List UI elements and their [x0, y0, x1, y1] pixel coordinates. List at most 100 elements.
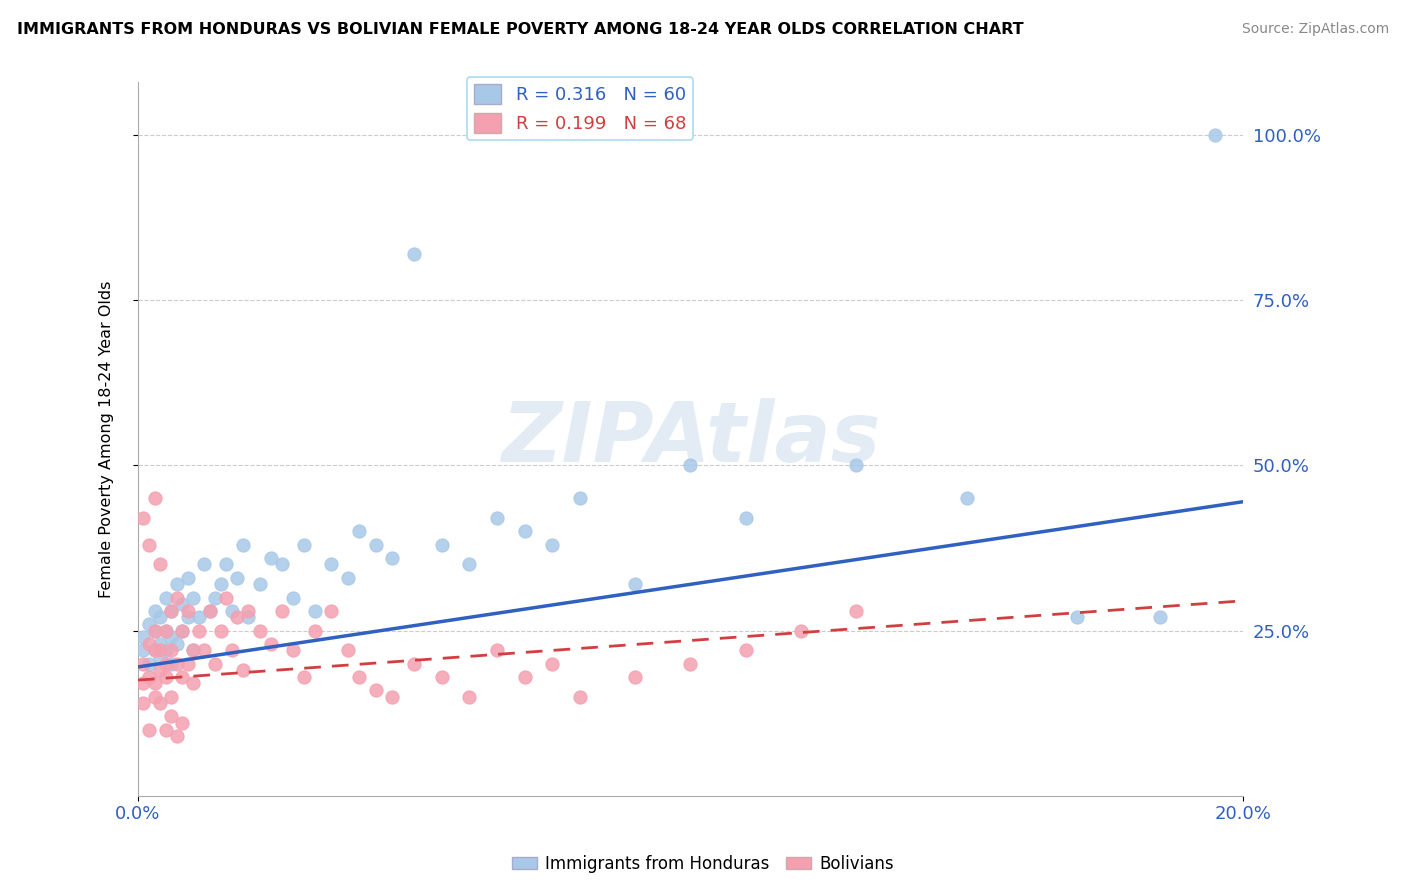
Point — [166, 591, 188, 605]
Point — [956, 491, 979, 506]
Point — [458, 690, 481, 704]
Point — [172, 624, 194, 638]
Text: Source: ZipAtlas.com: Source: ZipAtlas.com — [1241, 22, 1389, 37]
Point — [138, 538, 160, 552]
Point — [209, 577, 232, 591]
Point — [155, 643, 177, 657]
Point — [679, 458, 702, 473]
Point — [336, 571, 359, 585]
Point — [181, 591, 204, 605]
Point — [172, 597, 194, 611]
Point — [187, 624, 209, 638]
Point — [292, 670, 315, 684]
Y-axis label: Female Poverty Among 18-24 Year Olds: Female Poverty Among 18-24 Year Olds — [100, 280, 114, 598]
Point — [138, 723, 160, 737]
Point — [155, 624, 177, 638]
Point — [281, 643, 304, 657]
Point — [149, 637, 172, 651]
Point — [143, 643, 166, 657]
Point — [176, 657, 198, 671]
Point — [155, 624, 177, 638]
Point — [221, 643, 243, 657]
Point — [181, 643, 204, 657]
Point — [624, 670, 647, 684]
Point — [226, 571, 249, 585]
Point — [304, 604, 326, 618]
Point — [176, 571, 198, 585]
Point — [143, 624, 166, 638]
Point — [172, 670, 194, 684]
Point — [149, 663, 172, 677]
Point — [160, 709, 183, 723]
Point — [204, 591, 226, 605]
Point — [155, 657, 177, 671]
Point — [198, 604, 221, 618]
Point — [734, 511, 756, 525]
Point — [160, 630, 183, 644]
Point — [143, 604, 166, 618]
Point — [381, 550, 404, 565]
Point — [209, 624, 232, 638]
Point — [1204, 128, 1226, 142]
Point — [155, 670, 177, 684]
Point — [513, 670, 536, 684]
Point — [249, 577, 271, 591]
Point — [204, 657, 226, 671]
Point — [1149, 610, 1171, 624]
Point — [238, 604, 260, 618]
Point — [430, 538, 453, 552]
Point — [138, 637, 160, 651]
Point — [132, 676, 155, 690]
Point — [404, 657, 426, 671]
Point — [166, 577, 188, 591]
Point — [160, 604, 183, 618]
Point — [568, 491, 591, 506]
Point — [430, 670, 453, 684]
Point — [149, 643, 172, 657]
Point — [270, 558, 292, 572]
Point — [259, 637, 281, 651]
Point — [381, 690, 404, 704]
Legend: Immigrants from Honduras, Bolivians: Immigrants from Honduras, Bolivians — [505, 848, 901, 880]
Text: IMMIGRANTS FROM HONDURAS VS BOLIVIAN FEMALE POVERTY AMONG 18-24 YEAR OLDS CORREL: IMMIGRANTS FROM HONDURAS VS BOLIVIAN FEM… — [17, 22, 1024, 37]
Point — [458, 558, 481, 572]
Point — [215, 591, 238, 605]
Point — [172, 716, 194, 731]
Point — [568, 690, 591, 704]
Text: ZIPAtlas: ZIPAtlas — [501, 399, 880, 480]
Point — [132, 630, 155, 644]
Point — [304, 624, 326, 638]
Point — [486, 511, 509, 525]
Point — [270, 604, 292, 618]
Point — [138, 617, 160, 632]
Point — [321, 558, 343, 572]
Point — [149, 650, 172, 665]
Point — [132, 657, 155, 671]
Point — [138, 657, 160, 671]
Point — [364, 683, 387, 698]
Point — [336, 643, 359, 657]
Point — [132, 643, 155, 657]
Point — [181, 643, 204, 657]
Point — [155, 591, 177, 605]
Point — [364, 538, 387, 552]
Point — [166, 657, 188, 671]
Point — [149, 558, 172, 572]
Point — [143, 690, 166, 704]
Point — [181, 676, 204, 690]
Point — [404, 247, 426, 261]
Point — [249, 624, 271, 638]
Point — [790, 624, 813, 638]
Point — [172, 624, 194, 638]
Point — [541, 538, 564, 552]
Point — [143, 643, 166, 657]
Point — [143, 676, 166, 690]
Point — [486, 643, 509, 657]
Point — [193, 643, 215, 657]
Point — [624, 577, 647, 591]
Point — [143, 491, 166, 506]
Point — [347, 524, 370, 539]
Point — [321, 604, 343, 618]
Point — [132, 511, 155, 525]
Point — [226, 610, 249, 624]
